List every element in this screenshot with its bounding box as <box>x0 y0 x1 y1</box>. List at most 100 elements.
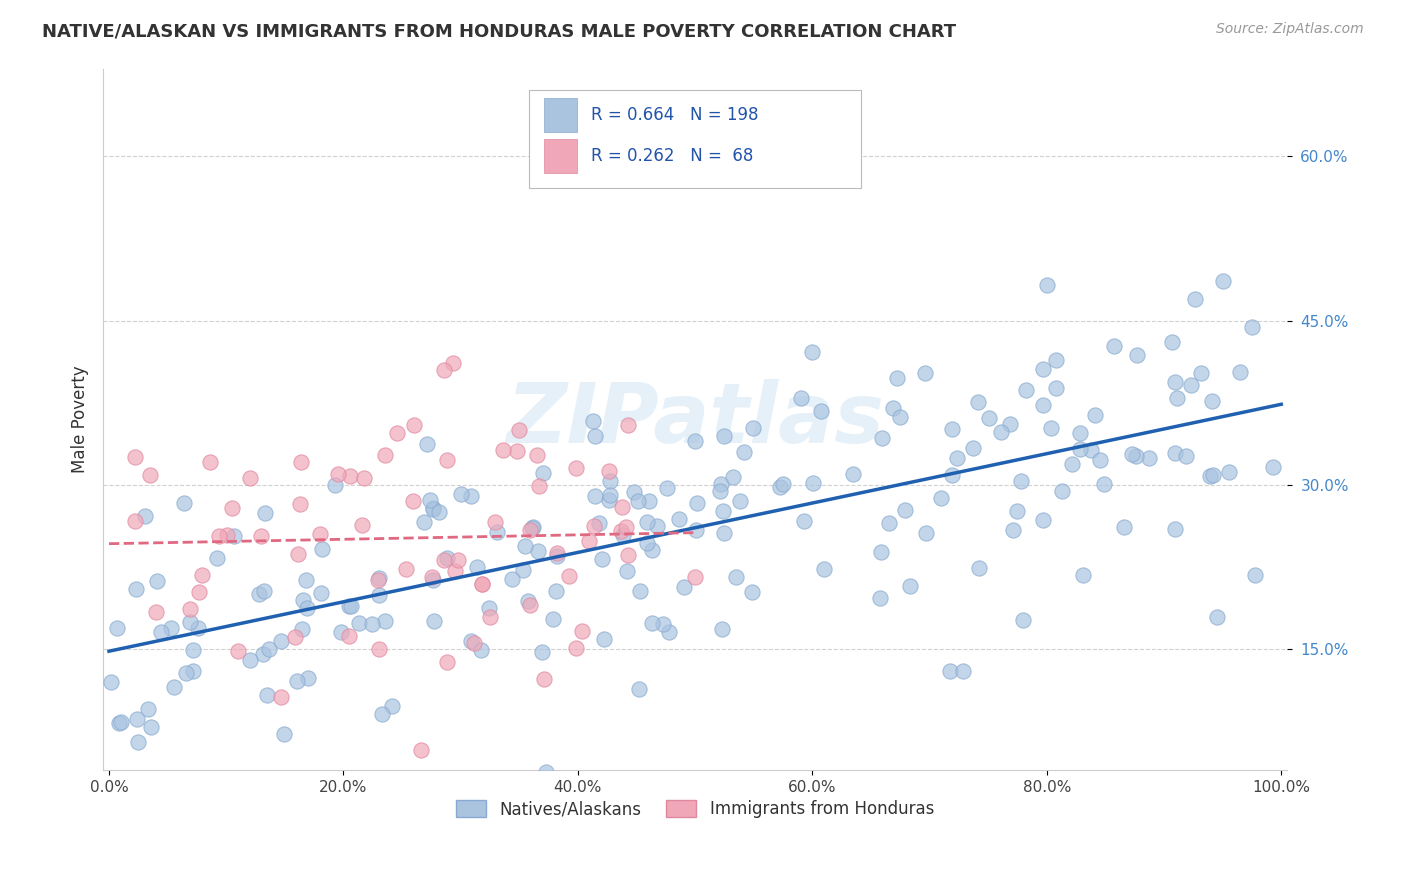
Point <box>145 605 167 619</box>
Point <box>1092 477 1115 491</box>
Point <box>337 599 360 613</box>
Point <box>471 576 494 591</box>
Point <box>711 504 734 518</box>
Point <box>1164 522 1187 536</box>
Point <box>291 622 314 636</box>
Point <box>179 602 201 616</box>
Point <box>163 680 186 694</box>
Point <box>1084 408 1107 422</box>
Point <box>651 616 673 631</box>
Point <box>1164 446 1187 460</box>
Point <box>952 664 974 678</box>
Point <box>966 394 988 409</box>
Point <box>470 643 492 657</box>
Point <box>914 526 936 541</box>
Point <box>614 520 637 534</box>
Point <box>284 630 307 644</box>
Point <box>125 582 148 597</box>
Point <box>886 371 908 385</box>
Point <box>1218 465 1240 479</box>
Text: NATIVE/ALASKAN VS IMMIGRANTS FROM HONDURAS MALE POVERTY CORRELATION CHART: NATIVE/ALASKAN VS IMMIGRANTS FROM HONDUR… <box>42 22 956 40</box>
Point <box>368 571 391 585</box>
Point <box>519 523 541 537</box>
Point <box>655 482 678 496</box>
Point <box>541 612 564 626</box>
Point <box>374 448 396 462</box>
Point <box>486 524 509 539</box>
Point <box>1010 474 1032 488</box>
Point <box>224 529 246 543</box>
Point <box>412 515 434 529</box>
Point <box>728 494 751 508</box>
Point <box>1007 504 1029 518</box>
Point <box>433 362 456 376</box>
Point <box>416 437 439 451</box>
Point <box>914 366 936 380</box>
Point <box>463 636 485 650</box>
Point <box>259 641 281 656</box>
Point <box>329 625 352 640</box>
Point <box>353 471 375 485</box>
Point <box>772 476 794 491</box>
Point <box>617 548 640 562</box>
Point <box>598 464 620 478</box>
Point <box>813 562 835 576</box>
Point <box>877 516 900 530</box>
Point <box>1199 468 1222 483</box>
Point <box>1114 520 1136 534</box>
Point <box>447 552 470 566</box>
Point <box>512 563 534 577</box>
Point <box>360 617 382 632</box>
Point <box>725 570 748 584</box>
Point <box>221 500 243 515</box>
Point <box>1040 421 1063 435</box>
Point <box>583 489 606 503</box>
Point <box>1241 320 1264 334</box>
Point <box>1102 339 1125 353</box>
Point <box>1137 450 1160 465</box>
Point <box>683 434 706 448</box>
Point <box>422 501 444 516</box>
Point <box>1045 353 1067 368</box>
Point <box>208 529 231 543</box>
Point <box>187 620 209 634</box>
Point <box>513 539 536 553</box>
Point <box>217 528 239 542</box>
Point <box>422 573 444 587</box>
Point <box>582 414 605 428</box>
Point <box>599 488 621 502</box>
Point <box>793 514 815 528</box>
Point <box>484 515 506 529</box>
Point <box>1071 568 1094 582</box>
Point <box>1166 391 1188 405</box>
Point <box>339 469 361 483</box>
Point <box>1189 366 1212 380</box>
Point <box>285 673 308 688</box>
Point <box>647 519 669 533</box>
Point <box>1060 457 1083 471</box>
Point <box>190 568 212 582</box>
Point <box>627 494 650 508</box>
Point <box>683 570 706 584</box>
Point <box>546 546 568 560</box>
Text: R = 0.664   N = 198: R = 0.664 N = 198 <box>591 106 758 124</box>
Point <box>347 615 370 630</box>
Point <box>160 620 183 634</box>
Point <box>583 429 606 443</box>
Point <box>998 417 1021 431</box>
Point <box>179 615 201 629</box>
Point <box>250 529 273 543</box>
Point <box>544 583 567 598</box>
Point <box>527 479 550 493</box>
Point <box>869 591 891 605</box>
Point <box>311 542 333 557</box>
Point <box>479 609 502 624</box>
Point <box>367 573 389 587</box>
Point <box>1229 365 1251 379</box>
Point <box>419 493 441 508</box>
Point <box>929 491 952 505</box>
Point <box>713 525 735 540</box>
Point <box>962 441 984 455</box>
Point <box>1045 381 1067 395</box>
Point <box>239 653 262 667</box>
